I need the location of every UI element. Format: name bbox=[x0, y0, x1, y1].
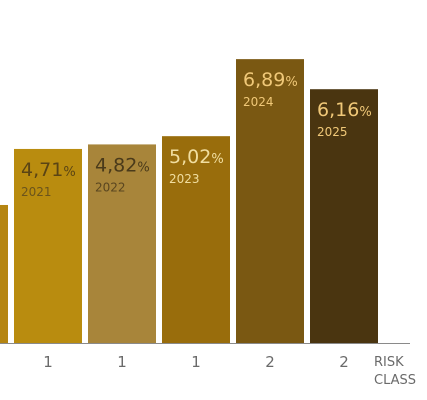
risk-class-2024: 2 bbox=[265, 353, 275, 371]
bar-2022 bbox=[88, 144, 156, 343]
value-label-2021: 4,71% bbox=[21, 159, 76, 181]
value-label-2024: 6,89% bbox=[243, 69, 298, 91]
risk-class-2022: 1 bbox=[117, 353, 127, 371]
labels-group: 4,71% 2021 4,82% 2022 5,02% 2023 6,89% 2024 6,16… bbox=[21, 69, 372, 199]
year-label-2021: 2021 bbox=[21, 185, 52, 199]
risk-class-2021: 1 bbox=[43, 353, 53, 371]
value-label-2022: 4,82% bbox=[95, 154, 150, 176]
risk-class-2025: 2 bbox=[339, 353, 349, 371]
year-label-2023: 2023 bbox=[169, 172, 200, 186]
risk-class-title-line2: CLASS bbox=[374, 373, 416, 388]
risk-class-title-line1: RISK bbox=[374, 355, 404, 370]
bar-2020 bbox=[0, 204, 8, 343]
year-label-2024: 2024 bbox=[243, 95, 274, 109]
value-label-2023: 5,02% bbox=[169, 146, 224, 168]
bar-2023 bbox=[162, 136, 230, 343]
bar-2025 bbox=[310, 89, 378, 343]
risk-class-group: 1 1 1 2 2 bbox=[43, 353, 349, 371]
bars-group bbox=[0, 59, 378, 344]
risk-class-2023: 1 bbox=[191, 353, 201, 371]
bar-2024 bbox=[236, 59, 304, 344]
bar-2021 bbox=[14, 148, 82, 343]
value-label-2025: 6,16% bbox=[317, 99, 372, 121]
year-label-2025: 2025 bbox=[317, 125, 348, 139]
year-label-2022: 2022 bbox=[95, 180, 126, 194]
